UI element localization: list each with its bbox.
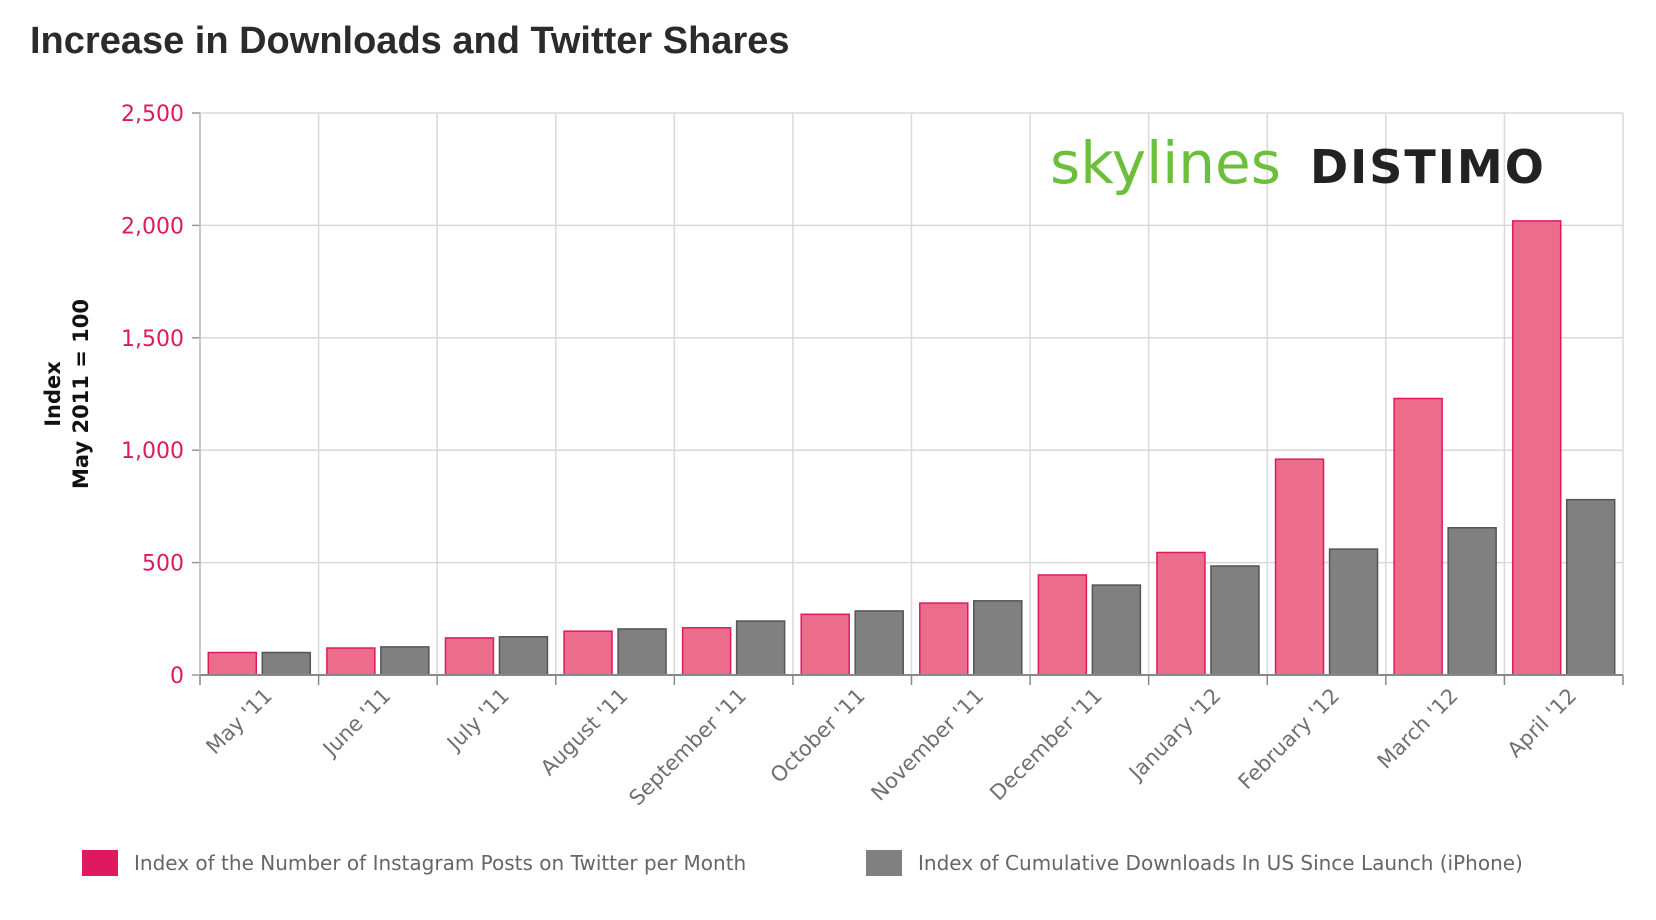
x-tick-label: September '11 xyxy=(624,684,751,811)
bar-cumulative-downloads xyxy=(973,600,1023,676)
bar-cumulative-downloads xyxy=(380,646,430,676)
logo-distimo: DISTIMO xyxy=(1310,140,1546,194)
logo-skylines: skylines xyxy=(1050,129,1281,197)
bar-instagram-posts xyxy=(681,627,732,676)
y-tick-label: 1,000 xyxy=(121,439,184,464)
x-tick-label: December '11 xyxy=(985,684,1107,806)
chart-title: Increase in Downloads and Twitter Shares xyxy=(30,20,790,62)
legend-swatch xyxy=(866,850,902,876)
legend-item-cumulative-downloads: Index of Cumulative Downloads In US Sinc… xyxy=(866,850,1523,876)
legend-label: Index of Cumulative Downloads In US Sinc… xyxy=(918,851,1523,875)
y-tick-label: 2,000 xyxy=(121,214,184,239)
x-tick-label: March '12 xyxy=(1373,684,1463,774)
bar-cumulative-downloads xyxy=(1091,584,1142,676)
bar-instagram-posts xyxy=(563,630,613,676)
y-axis-label-line: Index xyxy=(41,361,65,427)
bar-cumulative-downloads xyxy=(1565,498,1616,676)
axes xyxy=(192,112,1624,685)
legend: Index of the Number of Instagram Posts o… xyxy=(82,850,1523,876)
bar-instagram-posts xyxy=(1274,458,1325,676)
skylines-logo-text: skylines xyxy=(1050,129,1281,197)
y-axis-ticks: 0 500 1,000 1,500 2,000 2,500 xyxy=(121,102,184,689)
y-tick-label: 2,500 xyxy=(121,102,184,127)
x-tick-label: June '11 xyxy=(317,684,395,762)
bar-instagram-posts xyxy=(1511,220,1562,676)
legend-swatch xyxy=(82,850,118,876)
bar-instagram-posts xyxy=(207,651,258,676)
legend-label: Index of the Number of Instagram Posts o… xyxy=(134,851,746,875)
x-tick-label: January '12 xyxy=(1123,684,1225,786)
legend-item-instagram-posts: Index of the Number of Instagram Posts o… xyxy=(82,850,746,876)
y-axis-label: Index May 2011 = 100 xyxy=(41,299,93,489)
x-tick-label: October '11 xyxy=(766,684,870,788)
distimo-logo-text: DISTIMO xyxy=(1310,140,1546,194)
x-tick-label: February '12 xyxy=(1234,684,1344,794)
bar-instagram-posts xyxy=(1037,574,1088,676)
x-axis-ticks: May '11 June '11 July '11 August '11Septemb… xyxy=(201,684,1581,811)
y-tick-label: 1,500 xyxy=(121,327,184,352)
bar-cumulative-downloads xyxy=(1447,527,1497,676)
bar-cumulative-downloads xyxy=(735,620,786,676)
x-tick-label: April '12 xyxy=(1503,684,1582,763)
y-tick-label: 500 xyxy=(142,552,184,577)
x-tick-label: November '11 xyxy=(866,684,988,806)
bar-cumulative-downloads xyxy=(1210,565,1260,676)
bar-instagram-posts xyxy=(1393,397,1443,676)
y-tick-label: 0 xyxy=(170,664,184,689)
bar-cumulative-downloads xyxy=(1328,548,1379,676)
bar-cumulative-downloads xyxy=(498,636,549,676)
bar-instagram-posts xyxy=(444,637,495,676)
bar-instagram-posts xyxy=(919,602,969,676)
bar-cumulative-downloads xyxy=(617,628,667,676)
bar-instagram-posts xyxy=(1156,551,1206,676)
bar-cumulative-downloads xyxy=(261,651,312,676)
bar-instagram-posts xyxy=(326,647,376,676)
y-axis-label-line: May 2011 = 100 xyxy=(69,299,93,489)
bar-cumulative-downloads xyxy=(854,610,904,676)
x-tick-label: May '11 xyxy=(201,684,276,759)
x-tick-label: August '11 xyxy=(536,684,633,781)
bar-instagram-posts xyxy=(800,613,850,676)
x-tick-label: July '11 xyxy=(441,684,514,757)
